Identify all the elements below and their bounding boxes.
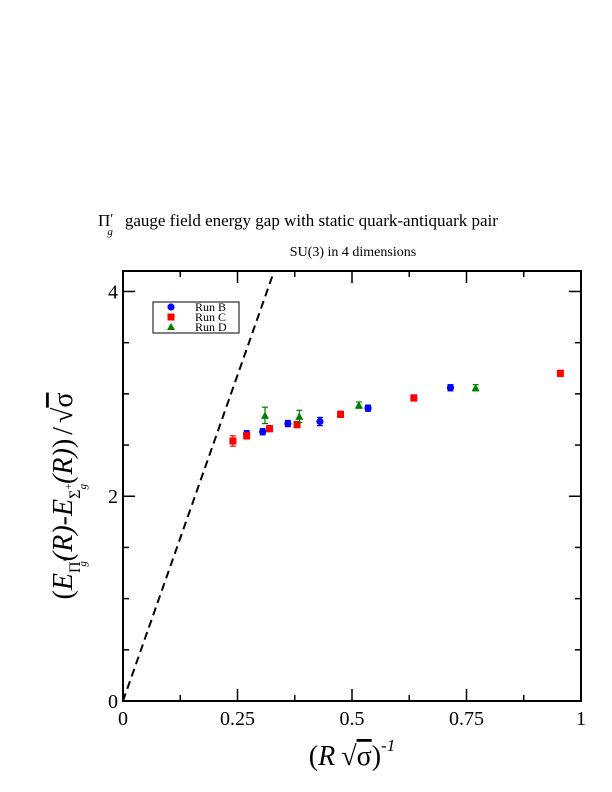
reference-dashed-line <box>123 271 276 701</box>
data-point-run-d <box>471 383 480 392</box>
ylabel-sub1: Π <box>67 561 84 573</box>
ylabel-E2: E <box>48 499 79 517</box>
x-axis-label: (R √σ)-1 <box>309 736 395 772</box>
ylabel-close: ) <box>48 439 79 448</box>
chart-subtitle: SU(3) in 4 dimensions <box>290 245 416 260</box>
x-tick-label: 1 <box>576 708 586 730</box>
ylabel-sub2-sub: g <box>77 483 89 489</box>
legend-marker-run-d <box>167 323 175 330</box>
data-point-run-c <box>556 369 564 377</box>
ylabel-slash: / <box>48 427 79 435</box>
data-point-run-d <box>295 412 304 420</box>
legend-box <box>152 301 240 334</box>
title-symbol: Π <box>98 211 110 230</box>
x-tick-label: 0.25 <box>220 708 255 730</box>
data-point-run-d <box>260 411 269 419</box>
y-axis-label: (EΠ′g(R)-EΣ+ g(R))/√σ <box>48 393 89 600</box>
data-point-run-c <box>293 421 301 429</box>
data-point-run-c <box>337 410 345 418</box>
ylabel-sigma: σ <box>48 393 79 408</box>
ylabel-E: E <box>48 573 79 591</box>
title-symbol-prime: ′ <box>110 212 113 227</box>
legend-label-run-b: Run B <box>195 300 226 314</box>
ylabel-sub2: Σ <box>67 490 84 499</box>
xlabel-exp: -1 <box>381 736 395 755</box>
data-point-run-b <box>259 428 267 436</box>
data-point-run-b <box>284 419 292 428</box>
legend-label-run-d: Run D <box>195 320 227 334</box>
data-point-run-b <box>446 384 455 392</box>
legend: Run B Run C Run D <box>152 300 240 334</box>
xlabel-R: R <box>317 741 335 772</box>
y-tick-label: 2 <box>108 486 118 508</box>
ylabel-open: ( <box>48 590 79 599</box>
xlabel-sigma: σ <box>357 741 372 772</box>
data-point-run-d <box>354 401 363 409</box>
plot-frame <box>122 270 582 702</box>
ylabel-sub1-prime: ′ <box>60 558 75 561</box>
ylabel-mid: (R)- <box>48 516 79 561</box>
legend-marker-run-b <box>167 303 175 311</box>
chart-title: Π′ g gauge field energy gap with static qu… <box>98 211 498 238</box>
xlabel-paren-close: ) <box>372 741 381 772</box>
ylabel-sqrt: √ <box>48 407 79 423</box>
legend-label-run-c: Run C <box>195 310 226 324</box>
xlabel-paren-open: ( <box>309 741 318 772</box>
data-point-run-c <box>410 394 418 402</box>
ylabel-sub1-sub: g <box>77 561 89 567</box>
title-main: gauge field energy gap with static quark… <box>125 211 498 230</box>
ylabel-sub2-sup: + <box>63 483 75 489</box>
title-symbol-sub: g <box>107 226 113 238</box>
ylabel-tail: (R) <box>48 448 79 484</box>
x-tick-label: 0.5 <box>340 708 365 730</box>
plot-area: 0 0.25 0.5 0.75 1 0 2 4 <box>108 270 586 730</box>
xlabel-sqrt: √ <box>341 741 357 772</box>
x-tick-label: 0.75 <box>449 708 484 730</box>
legend-marker-run-c <box>167 313 175 321</box>
x-tick-label: 0 <box>118 708 128 730</box>
data-point-run-b <box>364 404 372 412</box>
y-tick-label: 4 <box>108 281 118 303</box>
y-tick-label: 0 <box>108 691 118 713</box>
data-point-run-b <box>316 417 324 426</box>
data-point-run-c <box>266 425 274 433</box>
data-point-run-c <box>229 437 237 445</box>
data-point-run-c <box>243 432 251 440</box>
